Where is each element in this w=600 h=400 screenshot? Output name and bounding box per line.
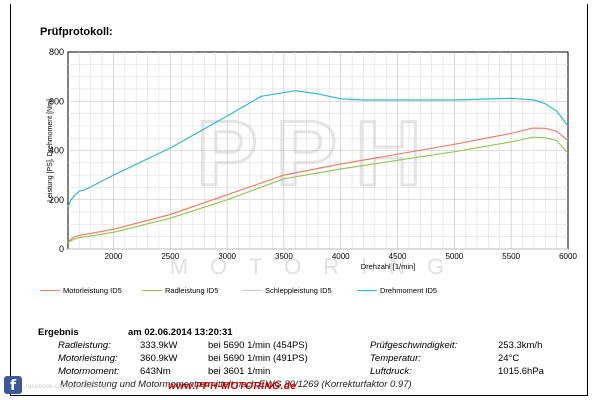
- result-label: Motormoment:: [58, 366, 120, 377]
- legend-item: Drehmoment ID5: [357, 286, 437, 295]
- results-footnote: Motorleistung und Motormoment ermittelt …: [60, 379, 412, 390]
- legend-item: Schleppleistung ID5: [242, 286, 332, 295]
- series-line-1: [67, 136, 569, 244]
- watermark-text: MOTORING: [170, 254, 467, 279]
- y-tick-label: 200: [49, 195, 64, 205]
- legend-label: Motorleistung ID5: [63, 286, 122, 295]
- results-date: am 02.06.2014 13:20:31: [128, 327, 233, 338]
- x-tick-label: 3000: [218, 252, 236, 261]
- series-line-3: [67, 90, 569, 208]
- result-value2: 1015.6hPa: [498, 366, 544, 377]
- legend-swatch: [357, 290, 377, 291]
- result-label: Radleistung:: [58, 340, 111, 351]
- result-value: 333.9kW: [140, 340, 178, 351]
- legend-swatch: [242, 290, 262, 291]
- legend-label: Radleistung ID5: [165, 286, 219, 295]
- x-tick-label: 2000: [105, 252, 123, 261]
- result-value2: 253.3km/h: [498, 340, 543, 351]
- legend-item: Motorleistung ID5: [40, 286, 122, 295]
- y-tick-label: 800: [49, 47, 64, 57]
- x-tick-label: 2500: [161, 252, 179, 261]
- facebook-watermark: facebook.com/pphmotoring: [26, 384, 106, 390]
- x-tick-label: 5000: [445, 252, 463, 261]
- legend-label: Schleppleistung ID5: [265, 286, 332, 295]
- report-title: Prüfprotokoll:: [40, 26, 113, 38]
- report-frame: [10, 4, 588, 396]
- legend-swatch: [40, 290, 60, 291]
- y-axis-label: Leistung [PS], Drehmoment [Nm]: [47, 99, 54, 202]
- series-line-0: [67, 127, 569, 243]
- result-detail: bei 5690 1/min (454PS): [208, 340, 308, 351]
- result-label2: Temperatur:: [370, 353, 421, 364]
- x-tick-label: 3500: [275, 252, 293, 261]
- facebook-icon[interactable]: f: [4, 376, 22, 394]
- watermark-logo: PPH: [196, 103, 439, 205]
- result-detail: bei 5690 1/min (491PS): [208, 353, 308, 364]
- result-label: Motorleistung:: [58, 353, 118, 364]
- result-detail: bei 3601 1/min: [208, 366, 271, 377]
- legend-label: Drehmoment ID5: [380, 286, 438, 295]
- x-tick-label: 5500: [502, 252, 520, 261]
- legend-item: Radleistung ID5: [142, 286, 218, 295]
- result-value2: 24°C: [498, 353, 520, 364]
- dyno-chart: PPH MOTORING 0 200 400 600 800 2000 2500 3000 3500…: [47, 47, 577, 279]
- y-tick-label: 400: [49, 146, 64, 156]
- legend-swatch: [142, 290, 162, 291]
- result-label2: Prüfgeschwindigkeit:: [370, 340, 458, 351]
- chart-legend: Motorleistung ID5 Radleistung ID5 Schleppl…: [40, 283, 580, 299]
- x-axis-label: Drehzahl [1/min]: [361, 262, 416, 271]
- x-tick-label: 4500: [389, 252, 407, 261]
- result-value: 360.9kW: [140, 353, 178, 364]
- website-watermark: www.PPH-MOTORING.de: [168, 381, 297, 392]
- results-heading: Ergebnis: [38, 327, 79, 338]
- x-tick-label: 6000: [559, 252, 577, 261]
- y-tick-label: 600: [49, 96, 64, 106]
- result-value: 643Nm: [140, 366, 171, 377]
- y-tick-label: 0: [59, 244, 64, 254]
- x-tick-label: 4000: [332, 252, 350, 261]
- result-label2: Luftdruck:: [370, 366, 412, 377]
